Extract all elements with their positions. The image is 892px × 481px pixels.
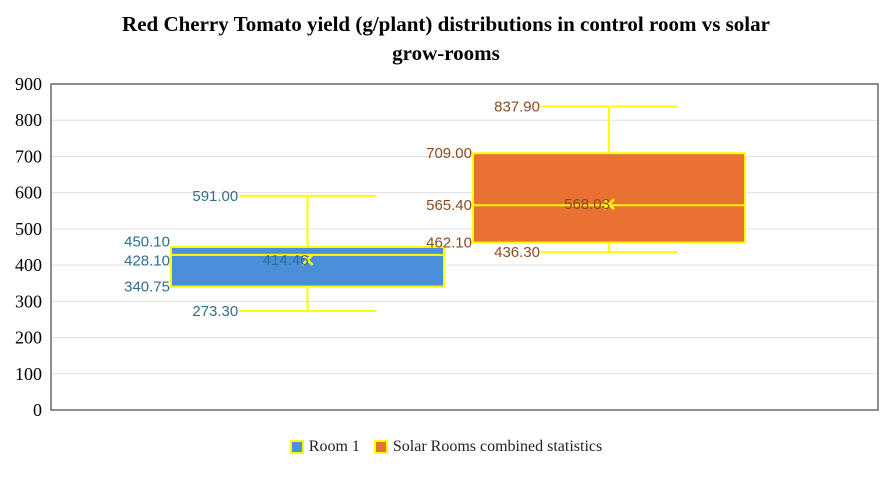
data-label-q3: 709.00 <box>426 145 472 162</box>
box <box>170 245 445 288</box>
data-label-median: 428.10 <box>124 252 170 269</box>
box <box>472 152 746 244</box>
data-label-median: 565.40 <box>426 197 472 214</box>
y-tick-label: 0 <box>33 400 42 420</box>
data-label-mean: 414.46 <box>263 252 309 269</box>
data-label-q1: 462.10 <box>426 235 472 252</box>
y-tick-label: 200 <box>15 328 42 348</box>
y-tick-label: 400 <box>15 255 42 275</box>
y-tick-label: 300 <box>15 291 42 311</box>
y-tick-label: 600 <box>15 183 42 203</box>
data-label-max: 591.00 <box>192 188 238 205</box>
legend-swatch <box>289 440 304 454</box>
legend-item-solar: Solar Rooms combined statistics <box>373 438 603 456</box>
data-label-max: 837.90 <box>494 98 540 115</box>
mean-marker <box>603 198 615 211</box>
title-line-1: Red Cherry Tomato yield (g/plant) distri… <box>122 12 770 36</box>
data-label-q1: 340.75 <box>124 279 170 296</box>
mean-marker <box>301 253 314 266</box>
chart-title: Red Cherry Tomato yield (g/plant) distri… <box>0 10 892 68</box>
y-tick-label: 500 <box>15 219 42 239</box>
data-label-min: 273.30 <box>192 303 238 320</box>
legend-label: Room 1 <box>308 438 360 455</box>
legend-item-room1: Room 1 <box>289 438 360 456</box>
plot-border <box>50 83 879 411</box>
data-label-min: 436.30 <box>494 244 540 261</box>
data-label-mean: 568.03 <box>564 196 610 213</box>
y-tick-label: 100 <box>15 364 42 384</box>
y-tick-label: 700 <box>15 146 42 166</box>
y-tick-label: 800 <box>15 110 42 130</box>
title-line-2: grow-rooms <box>392 41 500 65</box>
legend-label: Solar Rooms combined statistics <box>392 438 603 455</box>
y-tick-label: 900 <box>15 74 42 94</box>
data-label-q3: 450.10 <box>124 233 170 250</box>
legend-swatch <box>373 440 388 454</box>
legend: Room 1 Solar Rooms combined statistics <box>0 438 892 456</box>
